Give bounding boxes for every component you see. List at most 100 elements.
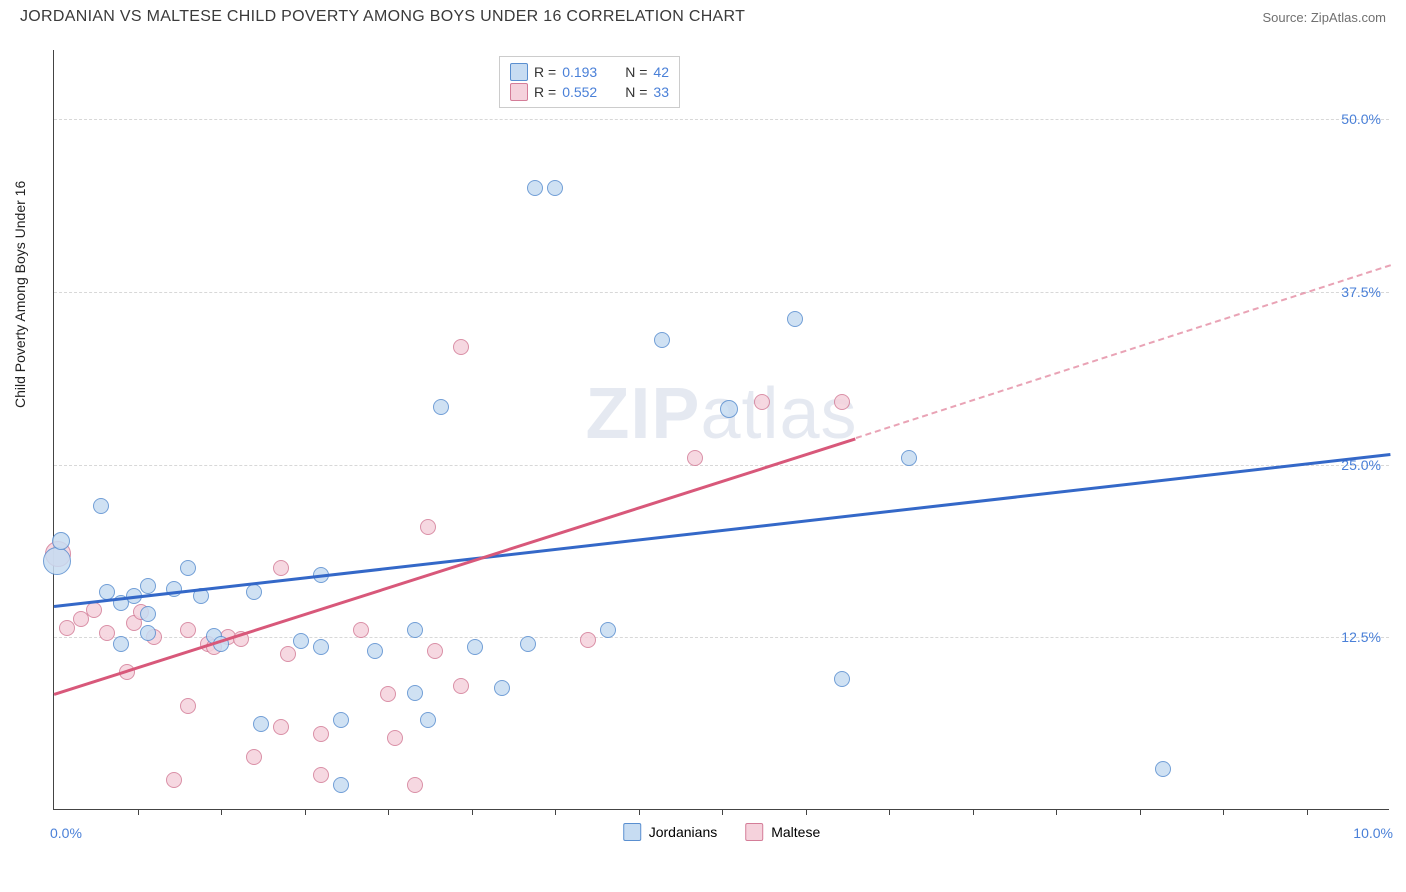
y-axis-label: Child Poverty Among Boys Under 16: [12, 181, 28, 408]
legend-swatch: [745, 823, 763, 841]
data-point-jordanians: [834, 671, 850, 687]
data-point-jordanians: [420, 712, 436, 728]
n-label: N =: [625, 84, 647, 100]
x-tick-label: 10.0%: [1353, 825, 1393, 841]
x-tick-label: 0.0%: [50, 825, 82, 841]
data-point-maltese: [313, 767, 329, 783]
x-tick-mark: [806, 809, 807, 815]
data-point-maltese: [313, 726, 329, 742]
data-point-jordanians: [494, 680, 510, 696]
chart-title: JORDANIAN VS MALTESE CHILD POVERTY AMONG…: [20, 8, 745, 26]
data-point-jordanians: [180, 560, 196, 576]
data-point-maltese: [86, 602, 102, 618]
data-point-maltese: [420, 519, 436, 535]
x-tick-mark: [221, 809, 222, 815]
x-tick-mark: [388, 809, 389, 815]
data-point-maltese: [246, 749, 262, 765]
x-tick-mark: [973, 809, 974, 815]
data-point-jordanians: [901, 450, 917, 466]
data-point-maltese: [99, 625, 115, 641]
data-point-maltese: [273, 560, 289, 576]
data-point-jordanians: [140, 606, 156, 622]
data-point-jordanians: [140, 578, 156, 594]
data-point-jordanians: [527, 180, 543, 196]
r-value: 0.193: [562, 64, 597, 80]
data-point-maltese: [387, 730, 403, 746]
source-label: Source: ZipAtlas.com: [1262, 10, 1386, 25]
data-point-maltese: [453, 339, 469, 355]
data-point-maltese: [380, 686, 396, 702]
legend-swatch: [510, 83, 528, 101]
data-point-jordanians: [113, 636, 129, 652]
correlation-legend-row: R = 0.552 N = 33: [510, 83, 669, 101]
data-point-jordanians: [313, 639, 329, 655]
data-point-maltese: [280, 646, 296, 662]
data-point-jordanians: [547, 180, 563, 196]
data-point-jordanians: [333, 777, 349, 793]
r-value: 0.552: [562, 84, 597, 100]
data-point-jordanians: [246, 584, 262, 600]
y-tick-label: 37.5%: [1341, 284, 1381, 300]
data-point-jordanians: [93, 498, 109, 514]
x-tick-mark: [305, 809, 306, 815]
series-label: Maltese: [771, 824, 820, 840]
correlation-legend: R = 0.193N = 42R = 0.552N = 33: [499, 56, 680, 108]
r-label: R =: [534, 84, 556, 100]
data-point-jordanians: [407, 685, 423, 701]
x-tick-mark: [1307, 809, 1308, 815]
gridline-horizontal: [54, 465, 1389, 466]
gridline-horizontal: [54, 637, 1389, 638]
x-tick-mark: [889, 809, 890, 815]
correlation-legend-row: R = 0.193N = 42: [510, 63, 669, 81]
data-point-maltese: [427, 643, 443, 659]
data-point-maltese: [180, 622, 196, 638]
x-tick-mark: [1223, 809, 1224, 815]
data-point-jordanians: [140, 625, 156, 641]
data-point-maltese: [180, 698, 196, 714]
chart-plot-area: ZIPatlas 12.5%25.0%37.5%50.0%0.0%10.0%R …: [53, 50, 1389, 810]
series-legend-item: Jordanians: [623, 823, 718, 841]
data-point-maltese: [834, 394, 850, 410]
n-value: 33: [653, 84, 669, 100]
data-point-maltese: [687, 450, 703, 466]
data-point-jordanians: [654, 332, 670, 348]
y-tick-label: 50.0%: [1341, 111, 1381, 127]
legend-swatch: [623, 823, 641, 841]
legend-swatch: [510, 63, 528, 81]
n-label: N =: [625, 64, 647, 80]
series-legend: Jordanians Maltese: [623, 823, 821, 841]
data-point-maltese: [166, 772, 182, 788]
data-point-jordanians: [166, 581, 182, 597]
y-tick-label: 12.5%: [1341, 629, 1381, 645]
data-point-jordanians: [600, 622, 616, 638]
data-point-jordanians: [720, 400, 738, 418]
data-point-jordanians: [367, 643, 383, 659]
data-point-maltese: [453, 678, 469, 694]
data-point-jordanians: [467, 639, 483, 655]
x-tick-mark: [722, 809, 723, 815]
data-point-jordanians: [52, 532, 70, 550]
data-point-maltese: [353, 622, 369, 638]
data-point-jordanians: [43, 547, 71, 575]
r-label: R =: [534, 64, 556, 80]
data-point-jordanians: [407, 622, 423, 638]
trend-line: [54, 437, 856, 695]
x-tick-mark: [1056, 809, 1057, 815]
data-point-maltese: [407, 777, 423, 793]
trend-line-extrapolated: [855, 264, 1390, 439]
data-point-jordanians: [433, 399, 449, 415]
data-point-maltese: [754, 394, 770, 410]
data-point-maltese: [273, 719, 289, 735]
series-label: Jordanians: [649, 824, 718, 840]
data-point-jordanians: [1155, 761, 1171, 777]
x-tick-mark: [1140, 809, 1141, 815]
series-legend-item: Maltese: [745, 823, 820, 841]
gridline-horizontal: [54, 292, 1389, 293]
x-tick-mark: [472, 809, 473, 815]
gridline-horizontal: [54, 119, 1389, 120]
data-point-jordanians: [253, 716, 269, 732]
x-tick-mark: [555, 809, 556, 815]
data-point-jordanians: [293, 633, 309, 649]
data-point-jordanians: [787, 311, 803, 327]
data-point-jordanians: [333, 712, 349, 728]
